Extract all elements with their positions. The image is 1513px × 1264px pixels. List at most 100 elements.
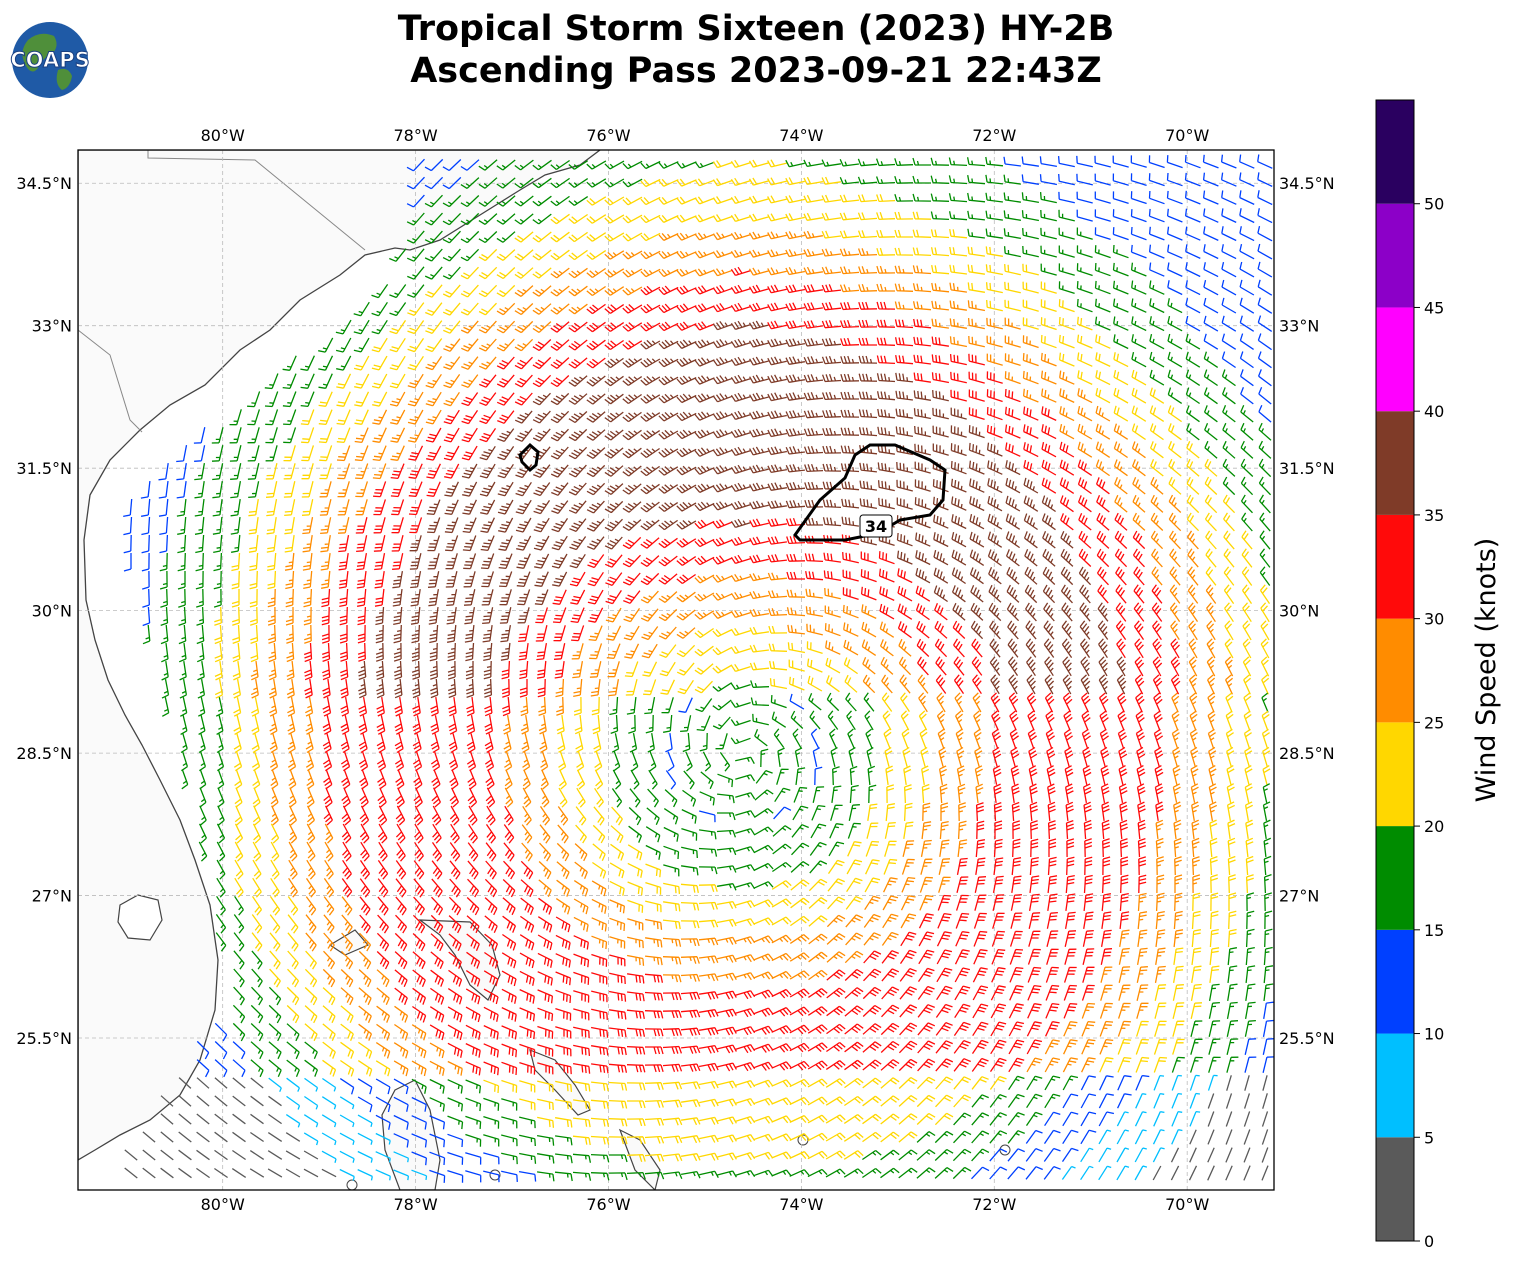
wind-barb: [429, 1115, 446, 1130]
wind-barb: [956, 876, 969, 893]
wind-barb: [214, 1131, 228, 1143]
wind-barb: [1166, 226, 1183, 241]
wind-barb: [371, 337, 388, 353]
wind-barb: [357, 1114, 373, 1127]
wind-barb: [663, 808, 679, 825]
wind-barb: [772, 861, 792, 873]
wind-barb: [641, 643, 658, 659]
wind-barb: [1261, 1129, 1269, 1145]
wind-barb: [826, 1005, 846, 1017]
wind-barb: [216, 859, 226, 880]
wind-barb: [555, 934, 571, 950]
wind-barb: [839, 301, 860, 311]
wind-barb: [551, 553, 568, 569]
wind-barb: [822, 445, 842, 454]
wind-barb: [376, 987, 390, 1005]
wind-barb: [932, 443, 949, 456]
wind-barb: [680, 920, 700, 929]
wind-barb: [658, 161, 679, 169]
wind-barb: [919, 728, 928, 749]
wind-barb: [286, 642, 295, 663]
wind-barb: [645, 1046, 664, 1055]
wind-barb: [730, 320, 751, 331]
wind-barb: [1191, 929, 1202, 948]
wind-barb: [1008, 692, 1019, 713]
wind-barb: [482, 607, 494, 625]
wind-barb: [803, 445, 824, 455]
wind-barb: [1167, 244, 1183, 259]
wind-barb: [1172, 984, 1184, 1001]
wind-barb: [897, 603, 913, 620]
wind-barb: [178, 1095, 192, 1107]
wind-barb: [466, 933, 480, 951]
wind-barb: [807, 1042, 828, 1052]
wind-barb: [1043, 1129, 1061, 1144]
wind-barb: [1044, 1075, 1061, 1091]
wind-barb: [611, 788, 623, 808]
wind-barb: [1130, 226, 1147, 241]
wind-barb: [884, 821, 896, 839]
wind-barb: [1118, 783, 1128, 804]
wind-barb: [1170, 674, 1181, 695]
wind-barb: [865, 859, 880, 875]
wind-barb: [466, 733, 476, 753]
lat-tick-label-left: 25.5°N: [16, 1029, 72, 1048]
wind-barb: [442, 248, 461, 262]
wind-barb: [160, 1149, 174, 1161]
lat-tick-label-right: 31.5°N: [1279, 459, 1335, 478]
wind-barb: [735, 990, 756, 1000]
wind-barb: [1185, 405, 1200, 423]
wind-barb: [371, 319, 388, 335]
wind-barb: [968, 353, 985, 366]
wind-barb: [389, 355, 406, 371]
wind-barb: [812, 747, 821, 767]
wind-barb: [498, 517, 514, 533]
wind-barb: [824, 605, 841, 618]
wind-barb: [411, 1096, 427, 1112]
wind-barb: [250, 1077, 264, 1089]
wind-barb: [1225, 710, 1234, 731]
wind-barb: [862, 657, 876, 675]
wind-barb: [340, 1041, 355, 1059]
wind-barb: [1152, 1165, 1162, 1181]
wind-barb: [181, 769, 189, 790]
wind-barb: [1203, 405, 1218, 423]
wind-barb: [425, 284, 443, 298]
wind-barb: [1154, 1020, 1167, 1037]
wind-barb: [304, 1041, 318, 1059]
wind-barb: [879, 639, 894, 657]
wind-barb: [730, 737, 751, 745]
wind-barb: [1082, 746, 1092, 767]
wind-barb: [591, 696, 600, 716]
wind-barb: [1112, 244, 1129, 259]
wind-barb: [878, 497, 895, 510]
colorbar-tick-label: 0: [1424, 1232, 1434, 1251]
wind-barb: [730, 500, 751, 511]
wind-barb: [985, 246, 1004, 257]
wind-barb: [1241, 530, 1253, 550]
wind-barb: [877, 480, 895, 492]
wind-barb: [213, 570, 222, 590]
wind-barb: [431, 860, 443, 880]
wind-barb: [1243, 710, 1252, 731]
wind-barb: [876, 319, 896, 328]
wind-barb: [712, 232, 733, 241]
wind-barb: [1026, 1021, 1042, 1037]
wind-barb: [896, 461, 913, 474]
wind-barb: [1149, 441, 1164, 459]
wind-barb: [1220, 172, 1237, 187]
wind-barb: [1059, 441, 1075, 458]
wind-barb: [915, 585, 931, 602]
wind-barb: [318, 337, 334, 353]
wind-barb: [622, 501, 642, 513]
wind-barb: [586, 232, 607, 242]
wind-barb: [662, 956, 682, 965]
wind-barb: [773, 806, 792, 820]
wind-barb: [537, 1080, 554, 1093]
wind-barb: [951, 496, 967, 511]
wind-barb: [1262, 1093, 1268, 1109]
wind-barb: [534, 589, 549, 606]
wind-barb: [1081, 728, 1091, 749]
wind-barb: [676, 232, 697, 241]
wind-barb: [557, 806, 569, 826]
